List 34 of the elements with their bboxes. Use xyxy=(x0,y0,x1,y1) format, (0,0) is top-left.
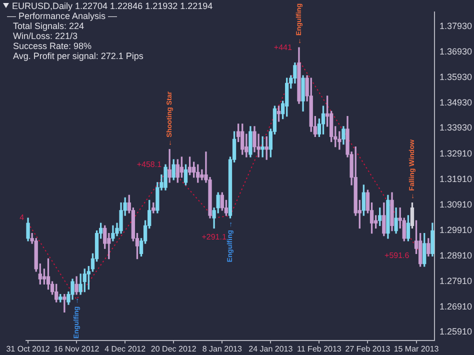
y-tick-label: 1.31910 xyxy=(439,174,472,184)
y-tick-label: 1.26910 xyxy=(439,301,472,312)
annotation: Win/Loss: 221/3 xyxy=(12,31,79,41)
annotation: +591.6 xyxy=(384,250,410,260)
annotation: Total Signals: 224 xyxy=(12,21,86,31)
text: 4 xyxy=(20,213,25,222)
chart-title: EURUSD,Daily 1.22704 1.22846 1.21932 1.22194 xyxy=(12,1,213,11)
x-tick-label: 16 Nov 2012 xyxy=(54,344,100,354)
chart-subtitle: — Performance Analysis — xyxy=(6,11,118,21)
x-tick-label: 27 Feb 2013 xyxy=(345,344,391,354)
x-tick-label: 15 Mar 2013 xyxy=(394,344,440,354)
y-tick-label: 1.25910 xyxy=(439,326,472,337)
annotation: +458.1 xyxy=(136,160,162,169)
y-tick-label: 1.28910 xyxy=(439,250,472,260)
annotation: Avg. Profit per signal: 272.1 Pips xyxy=(12,51,144,61)
x-tick-label: 20 Dec 2012 xyxy=(150,344,197,354)
x-tick-label: 8 Jan 2013 xyxy=(202,344,242,354)
y-tick-label: 1.33930 xyxy=(439,122,472,133)
y-tick-label: 1.34930 xyxy=(439,97,472,108)
y-tick-label: 1.36930 xyxy=(439,46,472,56)
annotation: +291.1 xyxy=(202,232,227,242)
y-tick-label: 1.32910 xyxy=(439,148,472,159)
annotation: Success Rate: 98% xyxy=(12,41,93,51)
x-tick-label: 31 Oct 2012 xyxy=(6,344,50,354)
x-tick-label: 4 Dec 2012 xyxy=(104,344,146,354)
line-series xyxy=(28,60,421,300)
y-tick-label: 1.35930 xyxy=(439,72,472,82)
y-tick-label: 1.30910 xyxy=(439,200,472,210)
annotation: +441 xyxy=(274,42,292,52)
y-tick-label: 1.37930 xyxy=(439,20,472,31)
y-tick-label: 1.29910 xyxy=(439,224,472,235)
x-tick-label: 24 Jan 2013 xyxy=(248,344,294,354)
y-tick-label: 1.27910 xyxy=(439,276,472,286)
x-tick-label: 11 Feb 2013 xyxy=(297,344,342,354)
